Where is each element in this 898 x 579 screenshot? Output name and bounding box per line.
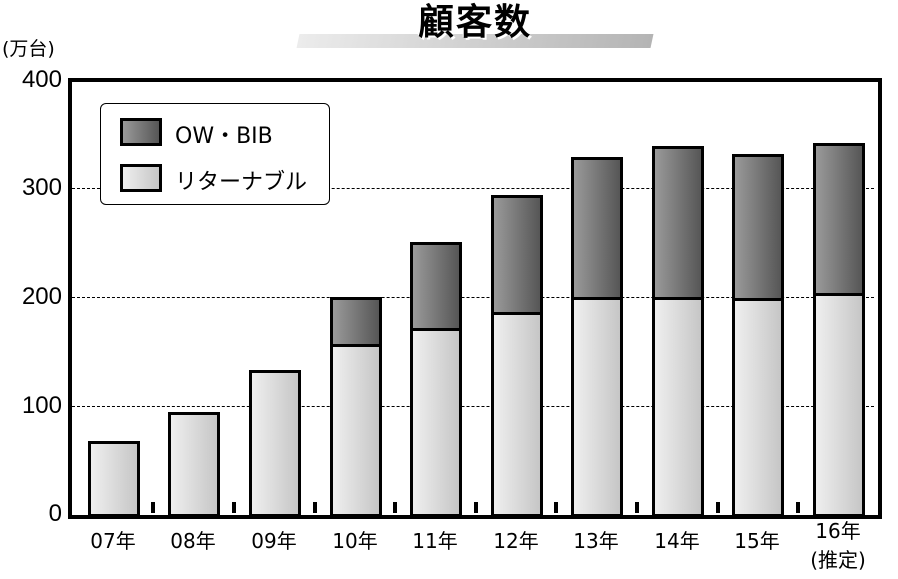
plot-frame — [68, 78, 882, 519]
chart-title-block: 顧客数 — [296, 0, 654, 50]
x-tick-mark — [232, 502, 236, 513]
bar-07-returnable — [88, 441, 140, 517]
legend-label-returnable: リターナブル — [175, 170, 308, 195]
bar-10-ow-bib — [330, 297, 382, 347]
x-tick-mark — [635, 502, 639, 513]
bar-13-returnable — [571, 297, 623, 517]
bar-16-ow-bib — [813, 143, 865, 296]
legend-swatch-returnable — [120, 164, 162, 192]
legend-label-ow-bib: OW・BIB — [175, 124, 273, 149]
bar-14-ow-bib — [652, 146, 704, 300]
x-label-10: 10年 — [332, 529, 378, 553]
y-axis-unit: (万台) — [2, 38, 55, 60]
bar-10-returnable — [330, 344, 382, 517]
bar-12-ow-bib — [491, 195, 543, 315]
bar-11-ow-bib — [410, 242, 462, 331]
gridline-100 — [72, 406, 874, 407]
bar-08-returnable — [168, 412, 220, 517]
gridline-300 — [72, 188, 874, 189]
x-label-16-note: (推定) — [810, 548, 866, 572]
bar-15-returnable — [732, 298, 784, 517]
y-tick-100: 100 — [21, 392, 62, 419]
bar-09-returnable — [249, 370, 301, 517]
x-tick-mark — [716, 502, 720, 513]
legend-swatch-ow-bib — [120, 118, 162, 146]
x-label-09: 09年 — [251, 529, 297, 553]
bar-13-ow-bib — [571, 157, 623, 300]
chart-title: 顧客数 — [417, 2, 532, 43]
x-label-12: 12年 — [493, 529, 539, 553]
x-label-08: 08年 — [170, 529, 216, 553]
x-label-16: 16年 — [815, 519, 861, 543]
bar-16-returnable — [813, 293, 865, 517]
x-tick-mark — [393, 502, 397, 513]
bar-15-ow-bib — [732, 154, 784, 301]
y-tick-200: 200 — [21, 283, 62, 310]
legend: OW・BIB リターナブル — [100, 103, 330, 205]
x-label-13: 13年 — [573, 529, 619, 553]
bar-11-returnable — [410, 328, 462, 517]
y-tick-300: 300 — [21, 174, 62, 201]
gridline-200 — [72, 297, 874, 298]
x-label-14: 14年 — [654, 529, 700, 553]
bar-12-returnable — [491, 312, 543, 517]
x-tick-mark — [474, 502, 478, 513]
x-tick-mark — [151, 502, 155, 513]
x-label-07: 07年 — [90, 529, 136, 553]
x-tick-mark — [796, 502, 800, 513]
bar-14-returnable — [652, 297, 704, 517]
x-tick-mark — [554, 502, 558, 513]
x-label-11: 11年 — [412, 529, 458, 553]
x-tick-mark — [313, 502, 317, 513]
y-tick-400: 400 — [21, 66, 62, 93]
y-tick-0: 0 — [48, 500, 62, 527]
x-label-15: 15年 — [734, 529, 780, 553]
